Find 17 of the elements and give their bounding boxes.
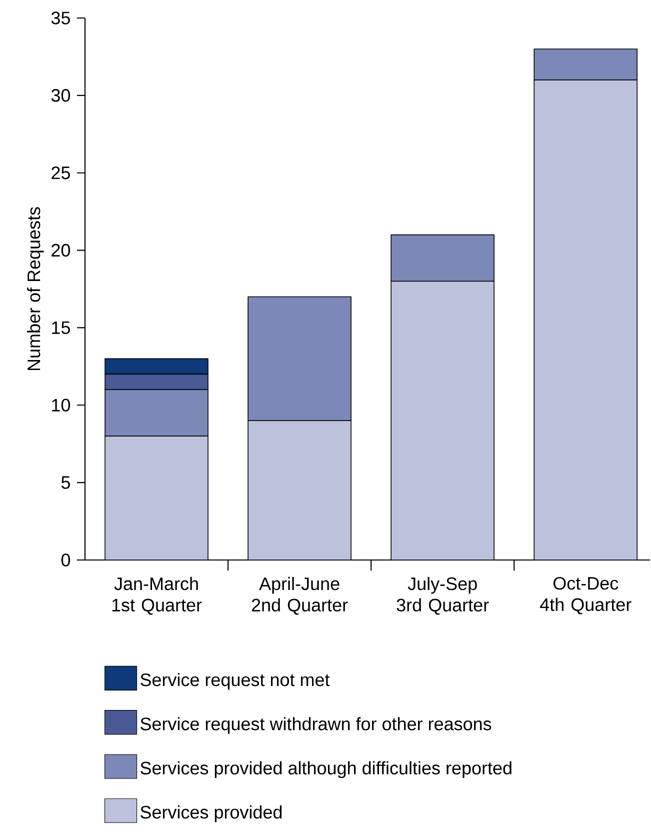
y-axis-title: Number of Requests [26,207,44,370]
legend-label: Services provided [140,805,282,822]
y-tick-label: 20 [52,244,70,257]
y-tick-label: 0 [61,554,70,566]
legend-label: Service request not met [140,672,330,690]
legend-label: Services provided although difficulties reported [140,761,512,778]
y-tick-label: 15 [52,321,70,334]
x-tick-label: Jan-March 1st Quarter [112,576,202,615]
y-tick-label: 10 [52,398,70,412]
y-tick-label: 25 [52,166,70,180]
x-tick-label: July-Sep 3rd Quarter [396,576,489,615]
y-tick-label: 30 [51,89,70,102]
x-tick-label: Oct-Dec 4th Quarter [540,576,632,614]
x-tick-label: April-June 2nd Quarter [252,576,348,615]
legend-label: Service request withdrawn for other reasons [140,717,492,734]
y-tick-label: 35 [51,12,70,24]
y-tick-label: 5 [61,476,70,489]
